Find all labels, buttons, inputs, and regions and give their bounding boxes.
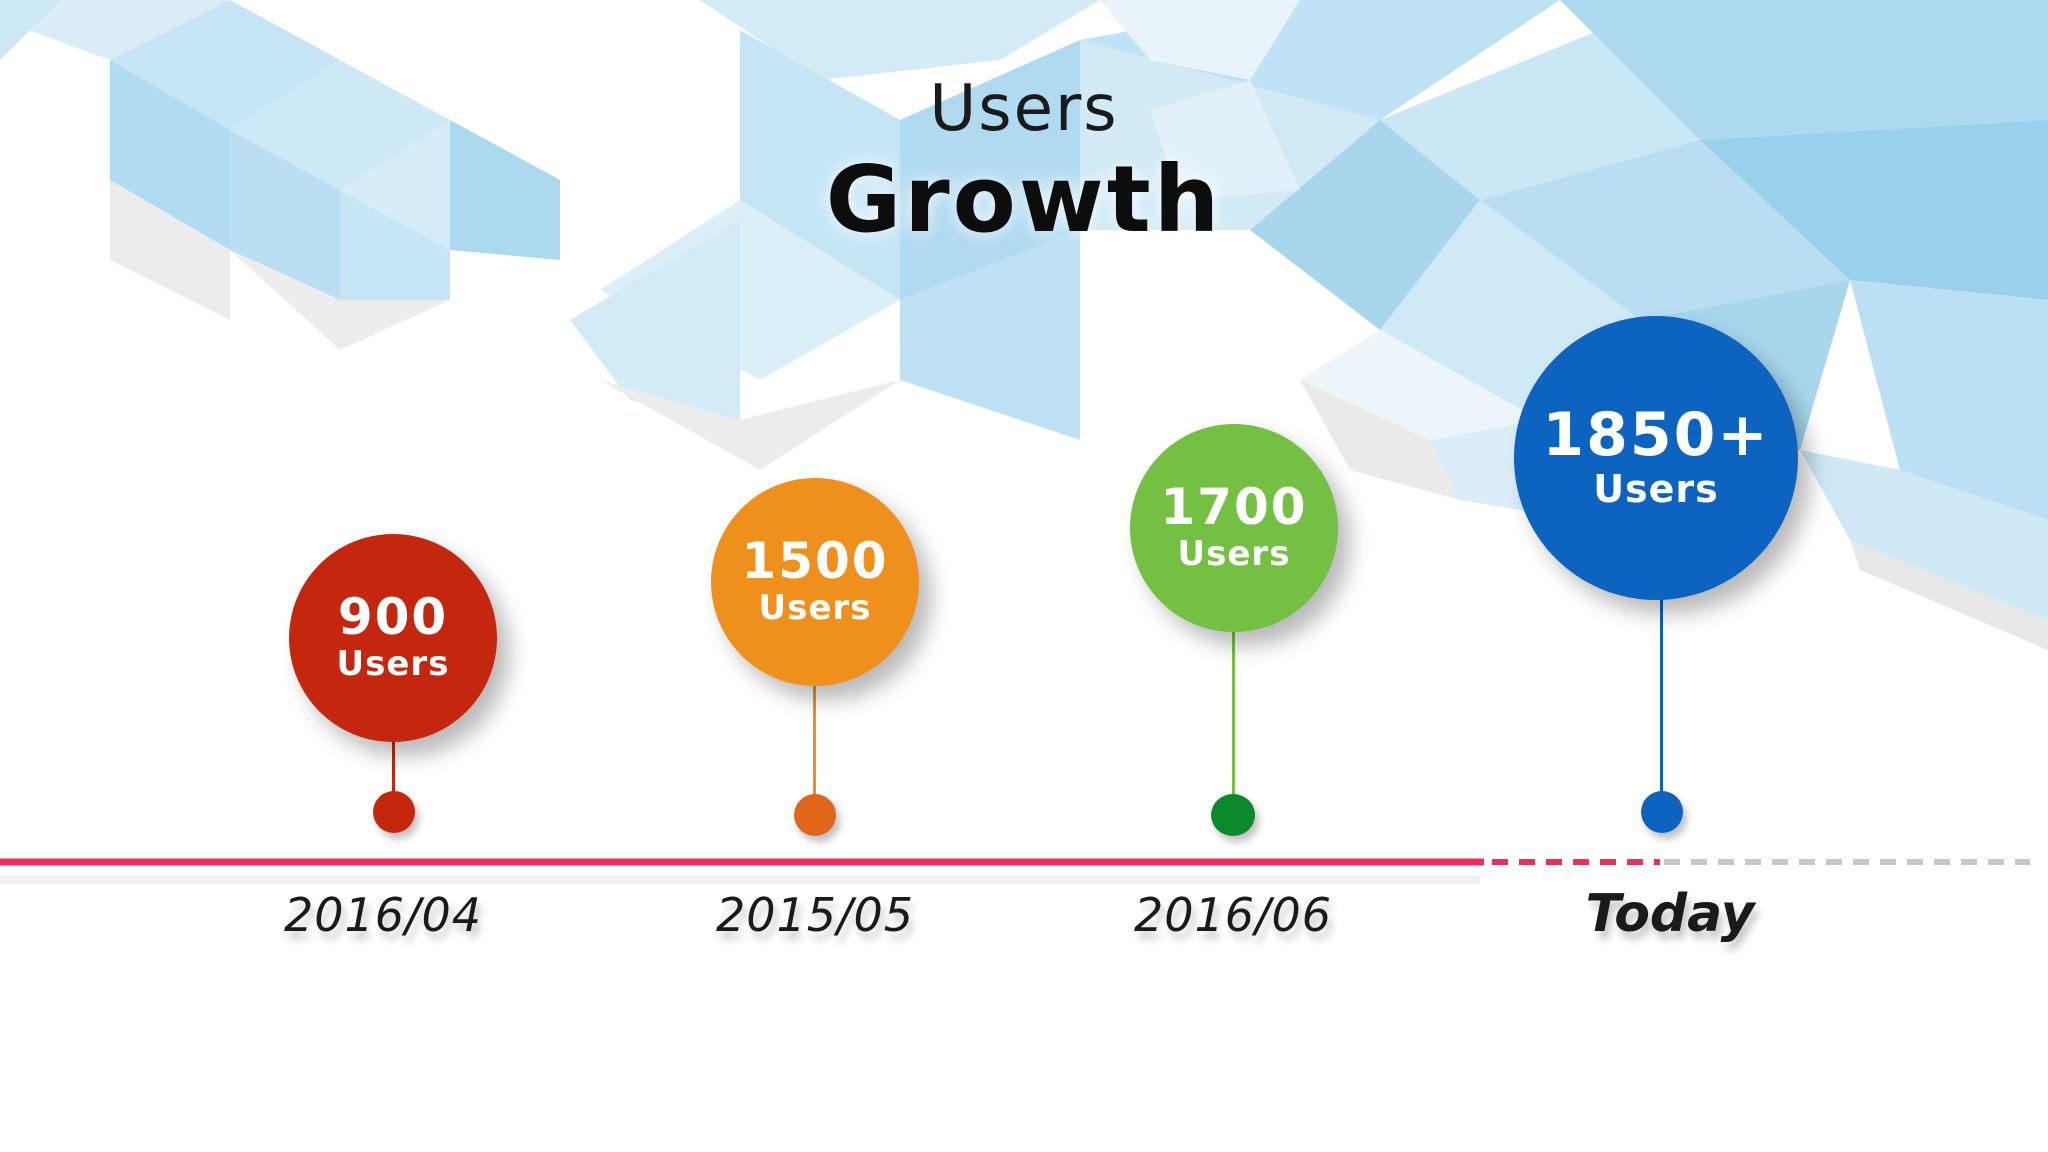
milestone-bubble: 900 Users: [289, 534, 497, 742]
milestone-unit: Users: [336, 643, 450, 684]
milestone-unit: Users: [1177, 533, 1291, 574]
milestone-stem: [392, 740, 395, 812]
title-line-users: Users: [929, 72, 1119, 146]
milestone-dot: [373, 791, 415, 833]
milestone-date: 2016/06: [1133, 888, 1333, 942]
milestone-stem: [813, 684, 816, 814]
milestone-stem: [1232, 630, 1235, 815]
milestone-dot: [1211, 794, 1255, 836]
milestone-date: 2015/05: [715, 888, 915, 942]
milestone-dot: [794, 794, 836, 836]
milestone-value: 1700: [1160, 478, 1308, 537]
title-line-growth: Growth: [825, 146, 1223, 253]
milestone-bubble: 1850+ Users: [1514, 316, 1798, 600]
milestone-bubble: 1500 Users: [711, 478, 919, 686]
milestone-bubble: 1700 Users: [1130, 424, 1338, 632]
milestone-unit: Users: [1593, 466, 1719, 511]
milestone-unit: Users: [758, 587, 872, 628]
milestone-dot: [1641, 791, 1683, 833]
milestone-date-today: Today: [1585, 884, 1755, 944]
milestone-value: 1500: [741, 532, 889, 591]
milestone-date: 2016/04: [283, 888, 483, 942]
milestone-stem: [1660, 596, 1663, 812]
milestone-value: 900: [337, 588, 449, 647]
milestone-value: 1850+: [1542, 399, 1770, 470]
